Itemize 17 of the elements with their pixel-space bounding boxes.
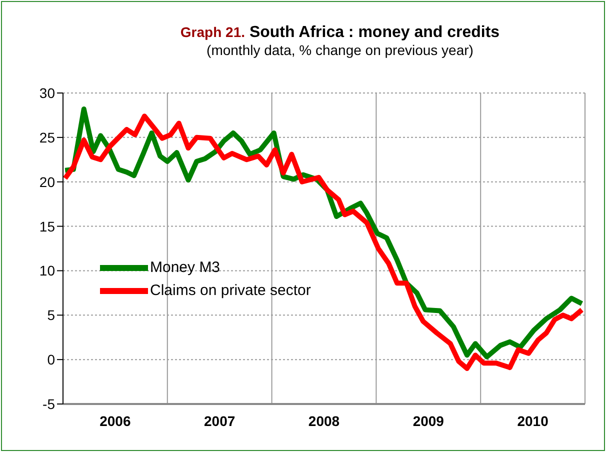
y-tick-label: -5 xyxy=(42,396,56,412)
y-tick-label: 30 xyxy=(39,84,56,101)
y-tick-label: 5 xyxy=(47,307,56,324)
y-tick-label: 10 xyxy=(39,262,56,279)
x-tick-label: 2010 xyxy=(517,413,549,429)
y-tick-label: 20 xyxy=(39,174,56,190)
chart-title: Graph 21. South Africa : money and credits xyxy=(180,24,500,41)
legend-label: Claims on private sector xyxy=(150,282,311,299)
x-tick-label: 2009 xyxy=(412,413,444,429)
y-tick-label: 15 xyxy=(39,218,56,234)
x-tick-label: 2007 xyxy=(204,413,236,429)
y-tick-label: 25 xyxy=(39,129,56,146)
x-tick-label: 2006 xyxy=(100,413,131,429)
x-tick-label: 2008 xyxy=(308,413,340,429)
y-tick-label: 0 xyxy=(47,352,56,368)
chart-subtitle: (monthly data, % change on previous year) xyxy=(206,42,474,58)
legend-label: Money M3 xyxy=(150,259,220,276)
